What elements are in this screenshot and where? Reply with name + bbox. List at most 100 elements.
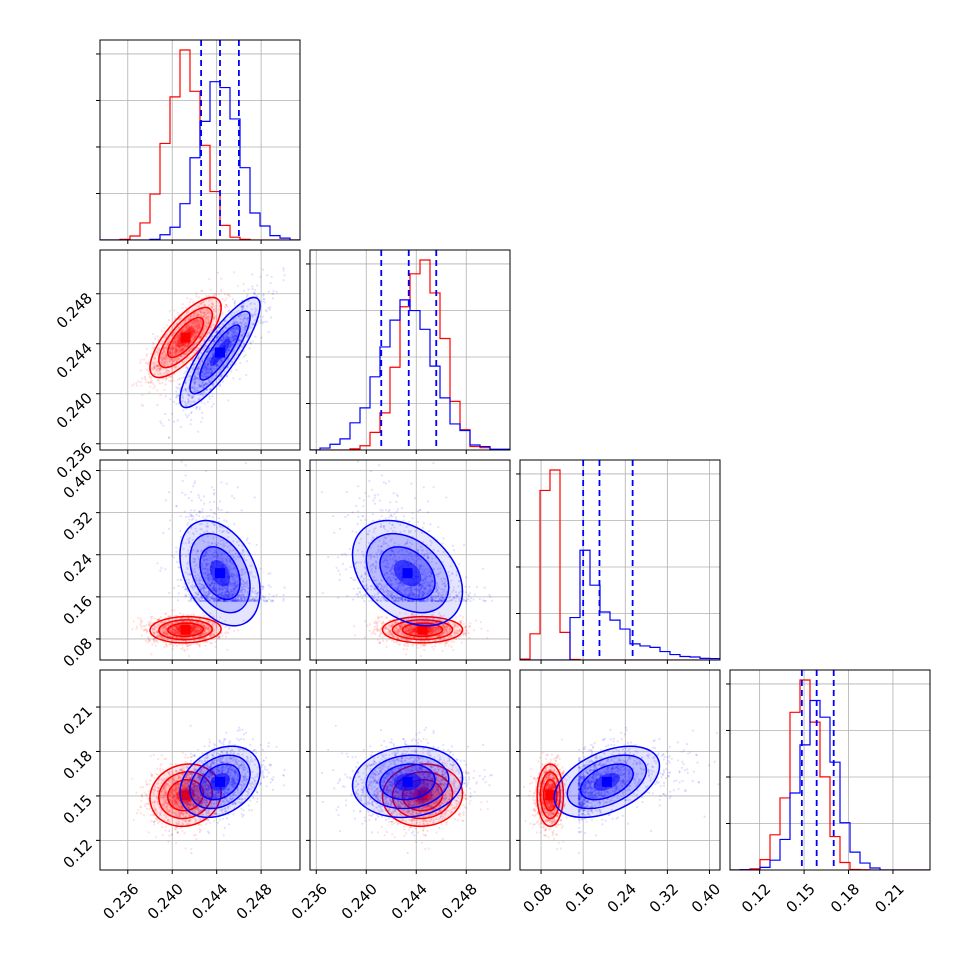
sample-point [190,351,193,354]
sample-point [154,369,157,372]
sample-point [204,362,207,365]
sample-point [162,348,165,351]
sample-point [233,357,236,360]
sample-point [177,350,180,353]
sample-point [180,348,183,352]
sample-point [240,299,243,302]
sample-point [195,407,198,410]
sample-point [203,383,206,386]
sample-point [148,639,151,643]
sample-point [211,516,214,519]
sample-point [236,328,239,331]
sample-point [239,361,242,365]
sample-point [231,335,235,338]
sample-point [208,331,211,334]
sample-point [204,381,207,384]
sample-point [187,343,191,346]
sample-point [161,374,164,377]
sample-point [153,357,156,360]
sample-point [181,348,184,351]
sample-point [202,311,205,314]
sample-point [175,328,178,331]
sample-point [149,622,152,625]
sample-point [152,342,155,345]
sample-point [197,313,200,316]
sample-point [217,517,220,520]
sample-point [157,367,160,370]
sample-point [196,312,199,315]
sample-point [186,392,189,395]
sample-point [244,325,247,328]
sample-point [247,319,250,323]
sample-point [195,313,198,316]
sample-point [156,347,159,350]
sample-point [157,348,160,351]
sample-point [239,321,242,324]
sample-point [179,529,182,533]
sample-point [205,344,208,347]
sample-point [204,317,208,320]
sample-point [173,347,176,350]
sample-point [158,368,162,371]
sample-point [204,644,207,647]
sample-point [202,383,206,387]
sample-point [157,370,160,373]
sample-point [205,308,208,312]
sample-point [220,277,223,280]
sample-point [192,346,195,349]
sample-point [208,357,212,360]
sample-point [201,508,204,511]
sample-point [194,386,197,389]
sample-point [168,615,171,618]
sample-point [171,341,174,344]
sample-point [282,279,285,282]
sample-point [228,295,231,298]
histogram-1 [100,81,300,240]
sample-point [196,357,199,360]
sample-point [143,625,146,628]
sample-point [197,430,200,433]
sample-point [150,617,153,620]
sample-point [236,486,239,489]
sample-point [181,349,184,352]
sample-point [214,645,217,649]
sample-point [195,348,198,351]
sample-point [198,320,201,323]
sample-point [176,336,179,339]
sample-point [143,377,146,380]
sample-point [214,307,217,310]
sample-point [187,325,190,328]
sample-point [202,316,205,319]
sample-point [181,330,184,333]
sample-point [250,308,253,311]
sample-point [174,366,177,369]
sample-point [190,323,193,327]
sample-point [159,394,162,397]
sample-point [189,325,192,328]
sample-point [218,500,222,503]
sample-point [166,364,169,367]
sample-point [227,632,230,635]
sample-point [200,384,203,387]
sample-point [270,600,273,603]
sample-point [162,424,165,427]
sample-point [199,310,202,313]
sample-point [196,386,199,389]
sample-point [172,358,175,361]
sample-point [196,328,199,331]
sample-point [176,578,179,582]
sample-point [193,333,196,336]
sample-point [182,329,185,332]
sample-point [192,315,195,318]
sample-point [204,344,207,347]
sample-point [242,302,245,305]
sample-point [193,324,196,327]
panel-1-1 [306,249,511,454]
sample-point [181,329,184,332]
sample-point [282,593,285,597]
sample-point [177,592,180,595]
sample-point [234,326,237,329]
sample-point [184,370,187,373]
sample-point [251,285,254,288]
sample-point [174,351,177,354]
